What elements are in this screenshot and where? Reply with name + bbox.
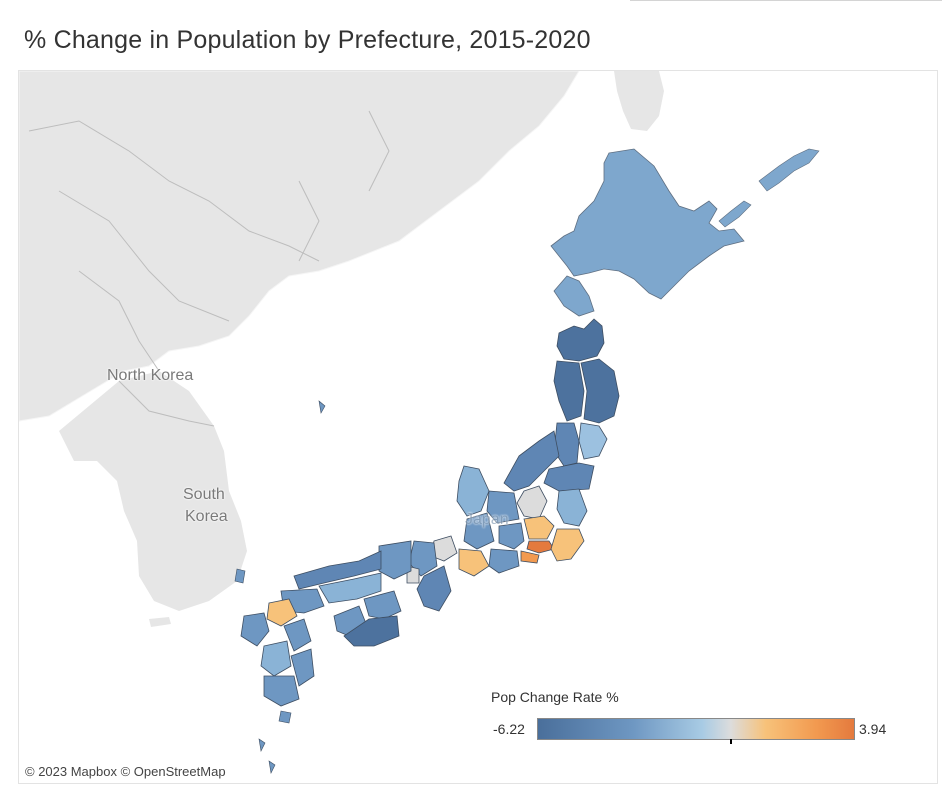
legend-title: Pop Change Rate %: [491, 689, 619, 705]
map-canvas[interactable]: [19, 71, 937, 783]
legend-min-value: -6.22: [493, 721, 525, 737]
prefecture-toyama-ishikawa[interactable]: [456, 465, 490, 517]
page-title: % Change in Population by Prefecture, 20…: [24, 26, 591, 54]
prefecture-miyazaki[interactable]: [290, 648, 315, 687]
prefecture-miyagi[interactable]: [578, 422, 608, 460]
map-attribution[interactable]: © 2023 Mapbox © OpenStreetMap: [25, 764, 226, 779]
mainland-land: [19, 71, 580, 422]
prefecture-mie-nara[interactable]: [416, 565, 452, 612]
prefecture-kagoshima[interactable]: [263, 675, 300, 707]
legend-gradient-bar: [537, 718, 855, 740]
label-south-korea-line2: Korea: [185, 508, 228, 525]
prefecture-tochigi-gunma[interactable]: [516, 485, 548, 520]
prefecture-kanagawa[interactable]: [520, 550, 540, 564]
map-view[interactable]: North Korea South Korea Japan © 2023 Map…: [18, 70, 938, 784]
prefecture-kochi[interactable]: [343, 615, 400, 647]
prefecture-aichi[interactable]: [458, 548, 490, 577]
prefecture-ibaraki[interactable]: [556, 488, 588, 527]
jeju-island: [149, 617, 171, 627]
prefecture-niigata[interactable]: [503, 430, 560, 492]
prefecture-kumamoto[interactable]: [260, 640, 292, 677]
hokkaido-peninsula[interactable]: [553, 275, 595, 317]
small-islands: [234, 400, 326, 774]
prefecture-gifu[interactable]: [463, 512, 495, 550]
korea-land: [59, 371, 247, 611]
prefecture-chiba[interactable]: [550, 528, 585, 562]
prefecture-yamanashi[interactable]: [498, 522, 525, 550]
prefecture-saga-nagasaki[interactable]: [240, 612, 270, 647]
prefecture-iwate[interactable]: [580, 358, 620, 424]
label-north-korea: North Korea: [107, 367, 194, 384]
color-legend: Pop Change Rate % -6.22 3.94: [489, 689, 909, 749]
legend-max-value: 3.94: [859, 721, 887, 737]
legend-zero-tick: [730, 739, 732, 744]
prefecture-shizuoka[interactable]: [488, 548, 520, 574]
prefecture-tokyo[interactable]: [526, 540, 555, 554]
prefecture-fukushima[interactable]: [543, 462, 595, 492]
prefecture-hokkaido[interactable]: [550, 148, 745, 300]
prefecture-yamagata[interactable]: [553, 422, 580, 467]
prefecture-fukuoka[interactable]: [266, 598, 298, 627]
prefecture-oita[interactable]: [283, 618, 312, 652]
prefecture-okayama-hiroshima[interactable]: [318, 572, 382, 604]
prefecture-hyogo[interactable]: [378, 540, 412, 580]
prefecture-tottori-shimane[interactable]: [293, 550, 382, 590]
prefecture-akita[interactable]: [553, 360, 585, 422]
border-lines: [28, 110, 390, 427]
prefecture-nagano[interactable]: [486, 490, 520, 524]
sakhalin-land: [614, 71, 664, 131]
kuril-islands: [718, 148, 820, 228]
prefecture-saitama[interactable]: [523, 515, 555, 540]
prefecture-aomori[interactable]: [556, 318, 605, 362]
label-south-korea-line1: South: [183, 486, 225, 503]
top-divider: [630, 0, 942, 1]
prefecture-kagawa-tokushima[interactable]: [363, 590, 402, 620]
label-japan: Japan: [465, 511, 509, 528]
